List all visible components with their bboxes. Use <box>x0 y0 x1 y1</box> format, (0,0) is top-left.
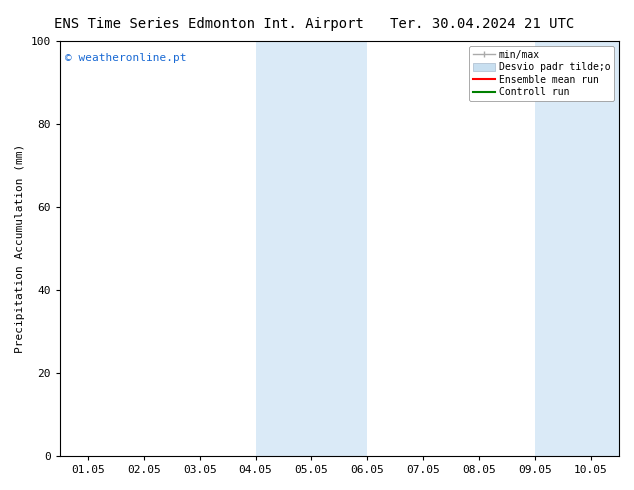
Text: © weatheronline.pt: © weatheronline.pt <box>65 53 187 64</box>
Bar <box>535 41 619 456</box>
Text: ENS Time Series Edmonton Int. Airport: ENS Time Series Edmonton Int. Airport <box>55 17 364 31</box>
Legend: min/max, Desvio padr tilde;o, Ensemble mean run, Controll run: min/max, Desvio padr tilde;o, Ensemble m… <box>469 46 614 101</box>
Bar <box>256 41 367 456</box>
Y-axis label: Precipitation Accumulation (mm): Precipitation Accumulation (mm) <box>15 144 25 353</box>
Text: Ter. 30.04.2024 21 UTC: Ter. 30.04.2024 21 UTC <box>390 17 574 31</box>
